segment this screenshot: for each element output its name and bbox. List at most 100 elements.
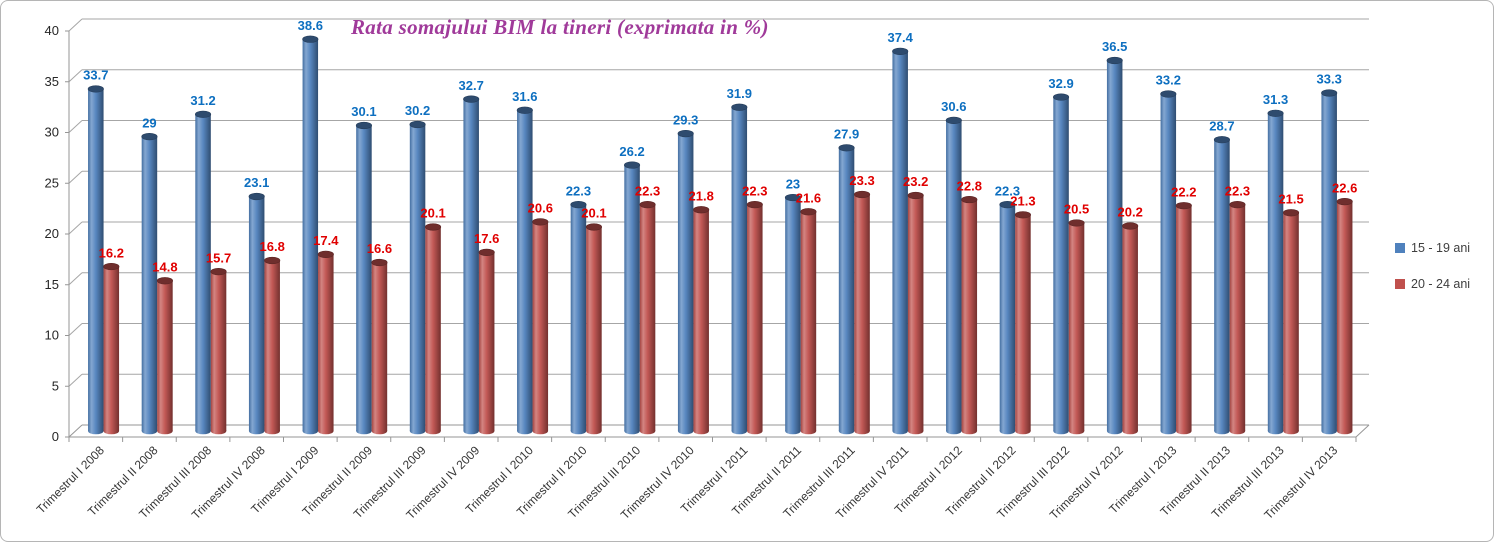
bar-value-label: 20.2	[1118, 205, 1143, 220]
bar-value-label: 21.5	[1278, 191, 1303, 206]
y-axis-label: 0	[52, 429, 59, 444]
bar-value-label: 21.6	[796, 190, 821, 205]
bar-value-label: 38.6	[298, 18, 323, 33]
bar-20-24-ani	[1229, 201, 1246, 435]
legend-item-15-19-ani: 15 - 19 ani	[1395, 241, 1470, 255]
bar-value-label: 14.8	[152, 259, 177, 274]
bar-20-24-ani	[746, 201, 763, 435]
gridline-depth	[68, 18, 83, 32]
bar-value-label: 15.7	[206, 250, 231, 265]
gridline-depth	[68, 272, 83, 286]
bar-value-label: 26.2	[619, 144, 644, 159]
bar-value-label: 22.3	[566, 183, 591, 198]
chart-title: Rata somajului BIM la tineri (exprimata …	[351, 15, 769, 39]
bar-15-19-ani	[784, 193, 801, 435]
bar-20-24-ani	[1336, 198, 1353, 435]
bar-value-label: 23.2	[903, 174, 928, 189]
bar-value-label: 22.3	[635, 183, 660, 198]
bar-value-label: 31.2	[190, 93, 215, 108]
y-axis-label: 10	[45, 328, 59, 343]
bar-value-label: 32.9	[1048, 76, 1073, 91]
bar-15-19-ani	[570, 201, 587, 435]
bar-value-label: 16.6	[367, 241, 392, 256]
bar-15-19-ani	[624, 161, 641, 435]
bar-20-24-ani	[639, 201, 656, 435]
y-axis-label: 5	[52, 378, 59, 393]
gridline-depth	[68, 170, 83, 184]
bar-20-24-ani	[585, 223, 602, 435]
bar-15-19-ani	[516, 106, 533, 435]
floor-edge	[1355, 424, 1370, 438]
bar-value-label: 29.3	[673, 112, 698, 127]
bar-value-label: 23.3	[849, 173, 874, 188]
bar-20-24-ani	[317, 250, 334, 435]
bar-value-label: 28.7	[1209, 118, 1234, 133]
bar-value-label: 20.1	[581, 206, 606, 221]
bar-value-label: 17.6	[474, 231, 499, 246]
y-axis-label: 15	[45, 277, 59, 292]
bar-value-label: 30.2	[405, 103, 430, 118]
y-axis-label: 40	[45, 23, 59, 38]
bar-value-label: 22.6	[1332, 180, 1357, 195]
bar-15-19-ani	[677, 130, 694, 435]
legend-item-20-24-ani: 20 - 24 ani	[1395, 277, 1470, 291]
bar-value-label: 33.3	[1317, 72, 1342, 87]
bar-20-24-ani	[1068, 219, 1085, 435]
bar-value-label: 22.2	[1171, 184, 1196, 199]
bar-15-19-ani	[248, 192, 265, 435]
gridline-depth	[68, 69, 83, 83]
bar-15-19-ani	[1160, 90, 1177, 435]
bar-value-label: 22.3	[995, 183, 1020, 198]
bar-value-label: 29	[142, 115, 156, 130]
bar-15-19-ani	[1213, 136, 1230, 435]
bar-value-label: 21.3	[1010, 194, 1035, 209]
bar-value-label: 17.4	[313, 233, 339, 248]
bar-value-label: 20.5	[1064, 202, 1089, 217]
bar-20-24-ani	[907, 191, 924, 435]
bar-15-19-ani	[1053, 93, 1070, 435]
bar-15-19-ani	[892, 47, 909, 435]
y-axis-label: 35	[45, 74, 59, 89]
gridline-depth	[68, 221, 83, 235]
bar-value-label: 20.6	[528, 201, 553, 216]
bar-15-19-ani	[838, 144, 855, 435]
legend-swatch-15-19-ani	[1395, 243, 1405, 253]
bar-20-24-ani	[1122, 222, 1139, 435]
bar-value-label: 20.1	[420, 206, 445, 221]
bar-value-label: 33.7	[83, 68, 108, 83]
bar-value-label: 36.5	[1102, 39, 1127, 54]
bar-20-24-ani	[156, 277, 173, 435]
bar-15-19-ani	[302, 35, 319, 435]
bar-20-24-ani	[532, 218, 549, 435]
gridline-depth	[68, 323, 83, 336]
bar-value-label: 22.8	[957, 178, 982, 193]
bar-15-19-ani	[195, 110, 212, 435]
bar-15-19-ani	[141, 133, 158, 435]
bar-20-24-ani	[425, 223, 442, 435]
bar-15-19-ani	[87, 85, 104, 435]
bar-value-label: 33.2	[1156, 73, 1181, 88]
bar-20-24-ani	[478, 248, 495, 435]
bar-20-24-ani	[800, 208, 817, 435]
bar-20-24-ani	[264, 256, 281, 435]
y-axis-label: 20	[45, 226, 59, 241]
bar-value-label: 23	[786, 176, 800, 191]
bar-20-24-ani	[693, 206, 710, 435]
bar-value-label: 30.1	[351, 104, 376, 119]
bar-value-label: 30.6	[941, 99, 966, 114]
bar-15-19-ani	[1321, 89, 1338, 435]
bar-20-24-ani	[371, 258, 388, 435]
y-axis-label: 25	[45, 175, 59, 190]
bar-value-label: 32.7	[459, 78, 484, 93]
bar-20-24-ani	[1014, 211, 1031, 435]
bar-value-label: 31.6	[512, 89, 537, 104]
bar-20-24-ani	[210, 268, 227, 435]
bar-value-label: 23.1	[244, 175, 269, 190]
bar-value-label: 31.9	[727, 86, 752, 101]
bar-15-19-ani	[463, 95, 480, 435]
bar-15-19-ani	[731, 103, 748, 435]
bar-value-label: 16.2	[99, 245, 124, 260]
bar-value-label: 27.9	[834, 127, 859, 142]
